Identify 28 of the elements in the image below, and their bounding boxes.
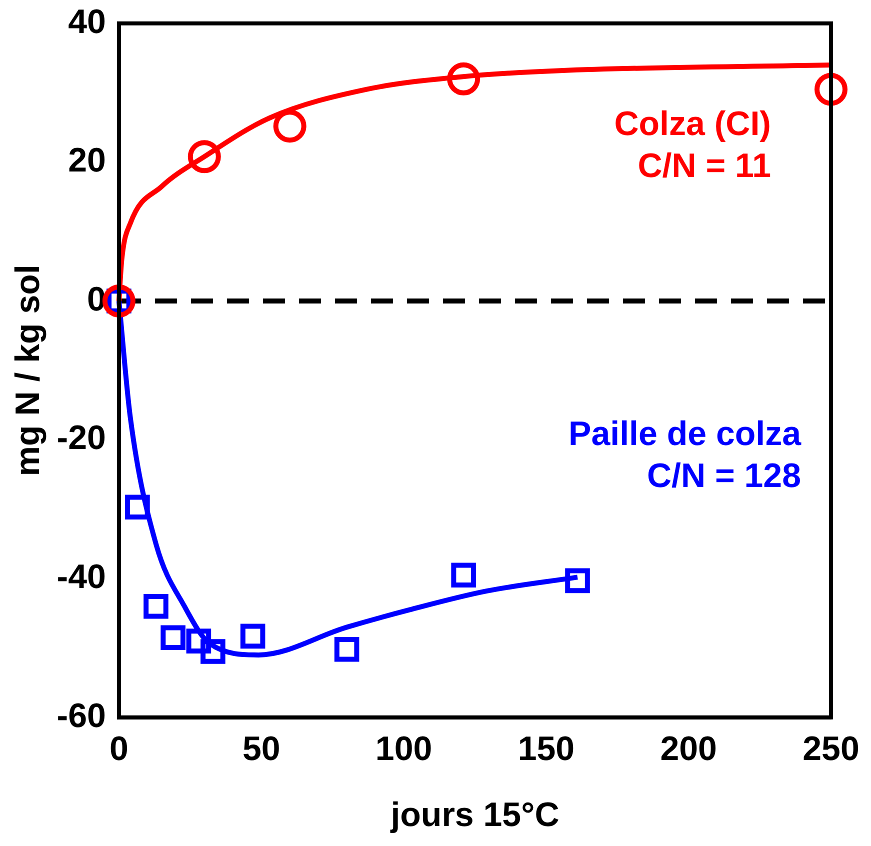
point	[334, 636, 360, 662]
y-tick-label: 40	[68, 2, 106, 41]
point	[144, 594, 168, 619]
text: Paille de colza C/N = 128	[568, 414, 802, 495]
y-tick-label: -20	[56, 419, 106, 458]
point	[814, 72, 848, 106]
x-axis-title: jours 15°C	[390, 796, 560, 834]
point	[240, 624, 266, 649]
x-tick-label: 250	[802, 730, 860, 768]
x-tick-label: 50	[242, 730, 280, 768]
point	[186, 628, 212, 654]
y-axis-title: mg N / kg sol	[8, 264, 47, 476]
x-tick-label: 100	[375, 730, 432, 768]
point	[565, 568, 590, 594]
point	[447, 62, 480, 96]
point	[188, 140, 221, 174]
series-label: Colza (CI) C/N = 11	[614, 104, 771, 185]
x-tick-label: 200	[660, 730, 717, 768]
y-tick-label: -40	[56, 558, 106, 596]
point	[451, 562, 476, 588]
x-tick-label: 150	[518, 730, 575, 768]
point	[102, 284, 136, 318]
point	[125, 494, 150, 520]
point	[200, 639, 226, 664]
point	[273, 110, 306, 143]
y-tick-label: -60	[56, 696, 106, 735]
y-tick-label: 20	[68, 142, 106, 180]
point	[160, 625, 186, 650]
